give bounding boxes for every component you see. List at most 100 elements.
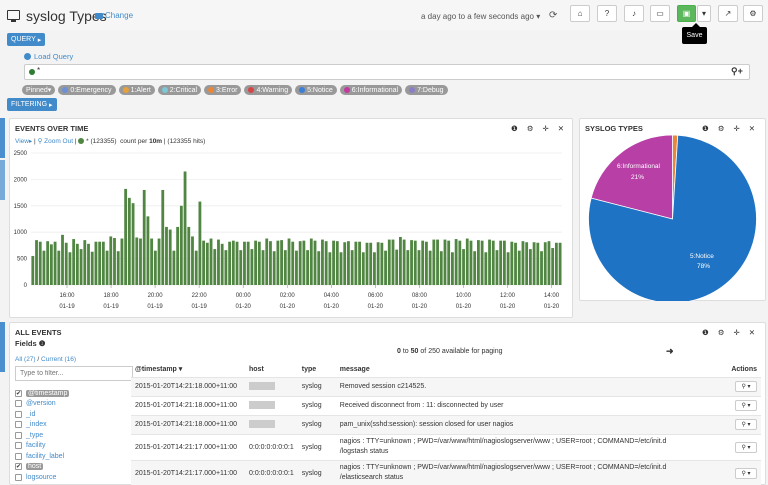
close-icon[interactable]: ✕ [557,124,574,133]
field-name[interactable]: logsource [26,473,57,481]
bar[interactable] [447,240,451,285]
bar[interactable] [105,250,109,285]
bar[interactable] [98,241,102,285]
info-icon[interactable]: ❶ [511,124,527,133]
next-page-icon[interactable]: ➜ [666,346,674,356]
search-icon[interactable]: ⚲ [731,66,738,76]
table-row[interactable]: 2015-01-20T14:21:18.000+11:00 syslog pam_u… [131,414,761,434]
move-icon[interactable]: ✛ [733,328,749,337]
query-pill[interactable]: 5:Notice [295,85,337,95]
bar[interactable] [521,241,525,285]
bar[interactable] [246,241,250,285]
bar[interactable] [257,241,261,285]
row-actions-button[interactable]: ⚲ ▾ [735,419,757,430]
panel-controls[interactable]: ❶⚙✛✕ [511,124,573,133]
bar[interactable] [120,238,124,285]
row-collapse-bar[interactable] [0,322,5,372]
field-item[interactable]: ✔ @timestamp [15,388,70,399]
bar[interactable] [31,255,35,285]
bar[interactable] [42,250,46,285]
pie-slice[interactable] [588,134,757,301]
bar[interactable] [417,250,421,285]
bar[interactable] [476,240,480,285]
bar[interactable] [276,240,280,285]
zoom-out-link[interactable]: ⚲ Zoom Out [37,138,74,145]
bar[interactable] [473,251,477,285]
query-pill[interactable]: 1:Alert [118,85,155,95]
bar[interactable] [75,243,79,285]
bar[interactable] [269,241,272,285]
bar[interactable] [68,252,72,285]
change-link[interactable]: Change [95,11,133,20]
bar[interactable] [436,239,439,285]
bar[interactable] [309,238,313,285]
query-actions[interactable]: ⚲+ [731,66,743,77]
home-button[interactable]: ⌂ [570,5,590,22]
view-dropdown[interactable]: View▸ [15,138,33,145]
alert-button[interactable]: ♪ [624,5,644,22]
bar[interactable] [428,250,432,285]
bar[interactable] [113,238,116,285]
bar[interactable] [365,242,369,285]
bar[interactable] [161,189,165,285]
bar[interactable] [480,240,484,285]
bar[interactable] [547,241,551,285]
field-name[interactable]: @timestamp [26,389,70,397]
pie-slice[interactable] [590,134,673,220]
current-fields-link[interactable]: Current (16) [41,356,77,363]
field-item[interactable]: facility_label [15,451,69,462]
bar[interactable] [146,216,150,285]
bar[interactable] [317,251,321,285]
timerange-picker[interactable]: a day ago to a few seconds ago ▾ [421,12,540,21]
bar[interactable] [347,241,350,285]
bar[interactable] [228,241,232,285]
bar[interactable] [287,238,291,285]
table-row[interactable]: 2015-01-20T14:21:17.000+11:00 0:0:0:0:0:0… [131,459,761,485]
bar[interactable] [172,250,176,285]
bar[interactable] [202,240,206,285]
query-pill[interactable]: 6:Informational [339,85,403,95]
bar[interactable] [183,171,187,285]
filtering-toggle-button[interactable]: FILTERING ▸ [7,98,57,111]
bar[interactable] [79,249,83,285]
bar[interactable] [354,241,358,285]
field-name[interactable]: _index [26,421,47,429]
bar[interactable] [410,240,413,285]
bar[interactable] [339,252,343,285]
field-name[interactable]: host [26,463,44,471]
save-dropdown-button[interactable]: ▾ [697,5,711,22]
field-item[interactable]: _id [15,409,69,420]
bar[interactable] [250,249,254,285]
share-button[interactable]: ↗ [718,5,738,22]
bar[interactable] [536,242,540,285]
bar[interactable] [324,241,328,285]
bar[interactable] [153,250,157,285]
bar[interactable] [462,249,465,285]
query-pill[interactable]: Pinned ▾ [22,85,56,95]
bar[interactable] [265,238,269,285]
field-name[interactable]: facility_label [26,452,65,460]
bar[interactable] [150,238,154,285]
bar[interactable] [551,248,555,285]
row-actions-button[interactable]: ⚲ ▾ [735,400,757,411]
bar[interactable] [328,252,332,285]
refresh-icon[interactable]: ⟳ [549,10,558,21]
bar[interactable] [298,241,302,285]
query-pill[interactable]: 2:Critical [157,85,202,95]
bar[interactable] [369,242,373,285]
bar[interactable] [343,242,347,285]
bar[interactable] [205,242,209,285]
bar[interactable] [465,238,469,285]
field-checkbox[interactable]: ✔ [15,463,22,471]
bar[interactable] [124,188,128,285]
table-row[interactable]: 2015-01-20T14:21:18.000+11:00 syslog Remov… [131,376,761,396]
bar[interactable] [87,243,90,285]
bar[interactable] [243,241,246,285]
row-actions-button[interactable]: ⚲ ▾ [735,381,757,392]
gear-icon[interactable]: ⚙ [526,124,543,133]
bar[interactable] [261,250,265,285]
field-checkbox[interactable] [15,431,22,439]
bar[interactable] [224,250,228,285]
bar[interactable] [540,251,543,285]
query-pill[interactable]: 3:Error [204,85,242,95]
